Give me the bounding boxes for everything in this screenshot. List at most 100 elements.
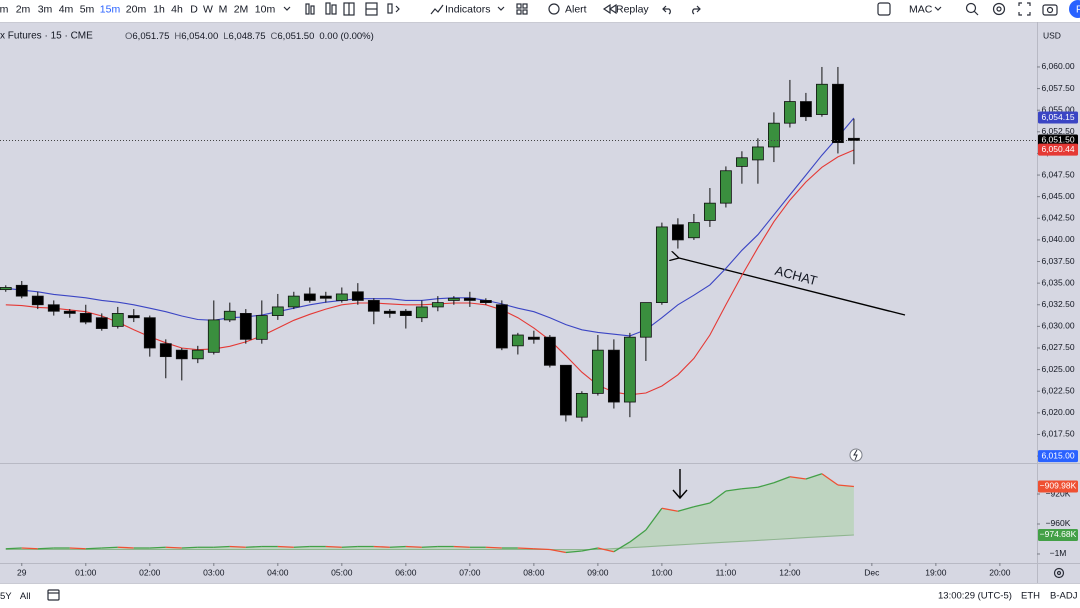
indicators-dropdown[interactable] (497, 6, 505, 11)
indicator-segment (485, 546, 502, 549)
interval-button[interactable]: 2M (234, 3, 249, 15)
ohlc-value: 6,048.75 (229, 31, 266, 42)
candle-body (223, 310, 236, 321)
redo-icon[interactable] (692, 5, 701, 15)
y-tick-label: −1M (1050, 548, 1067, 558)
price-badge (1038, 528, 1078, 541)
settings-icon[interactable] (992, 2, 1006, 16)
change: 0.00 (0.00%) (319, 31, 373, 42)
x-tick-label: 10:00 (651, 567, 673, 577)
indicator-segment (645, 507, 663, 531)
x-tick-label: 07:00 (459, 567, 481, 577)
interval-dropdown[interactable] (283, 6, 291, 11)
candle-body (479, 300, 492, 303)
indicators-button[interactable]: Indicators (445, 3, 491, 15)
interval-button[interactable]: 1h (153, 3, 165, 15)
candle-body (335, 293, 348, 301)
interval-button[interactable]: 3m (38, 3, 53, 15)
interval-button[interactable]: m (0, 3, 9, 15)
indicator-segment (373, 545, 390, 548)
indicator-segment (85, 547, 102, 550)
y-tick-label: 6,025.00 (1041, 364, 1074, 374)
x-tick-label: 03:00 (203, 567, 225, 577)
indicators-icon[interactable] (430, 4, 444, 15)
candle-body (463, 297, 476, 301)
indicator-segment (117, 546, 134, 549)
chart-style-buttons[interactable] (305, 2, 400, 16)
x-tick-label: 08:00 (523, 567, 545, 577)
indicator-segment (709, 490, 727, 504)
x-tick-label: 05:00 (331, 567, 353, 577)
indicator-segment (389, 545, 406, 548)
indicator-segment (613, 541, 631, 553)
interval-button[interactable]: W (203, 3, 213, 15)
replay-button[interactable]: Replay (616, 3, 649, 15)
interval-button[interactable]: 10m (255, 3, 276, 15)
interval-button[interactable]: 20m (126, 3, 147, 15)
avatar[interactable] (1069, 0, 1080, 18)
price-badge-label: −909.98K (1040, 481, 1077, 491)
undo-icon[interactable] (662, 5, 671, 15)
interval-button[interactable]: 4h (171, 3, 183, 15)
range-buttons: 5Y All (0, 591, 30, 602)
range-button[interactable]: 5Y (0, 591, 12, 602)
alert-button[interactable]: Alert (565, 3, 587, 15)
candle-body (191, 349, 204, 360)
y-tick-label: 6,020.00 (1041, 407, 1074, 417)
snapshot-icon[interactable] (1042, 4, 1058, 16)
x-tick-label: 29 (17, 567, 27, 577)
time-axis-settings[interactable] (1053, 567, 1065, 579)
session-button[interactable]: ETH (1021, 591, 1040, 602)
candle-body (559, 364, 572, 416)
ohlc-label: O (125, 31, 132, 42)
replay-icon[interactable] (602, 3, 617, 15)
interval-button[interactable]: D (190, 3, 198, 15)
y-tick-label: −920K (1046, 488, 1071, 498)
y-tick-label: 6,037.50 (1041, 256, 1074, 266)
interval-button[interactable]: 15m (100, 3, 121, 15)
candle-body (703, 202, 716, 221)
indicator-segment (565, 550, 582, 554)
fullscreen-icon[interactable] (1018, 2, 1031, 16)
goto-date-icon[interactable] (47, 589, 60, 601)
clock[interactable]: 13:00:29 (UTC-5) (938, 591, 1012, 602)
candle-body (159, 343, 172, 358)
arrow-drawing[interactable] (679, 258, 906, 316)
candle-body (31, 295, 44, 306)
layout-name[interactable]: MAC (909, 3, 933, 15)
indicator-segment (101, 546, 118, 549)
search-icon[interactable] (965, 2, 979, 16)
avatar-initial: P (1076, 5, 1080, 16)
layout-icon[interactable] (877, 2, 891, 16)
candle-body (784, 101, 796, 124)
x-tick-label: 02:00 (139, 567, 161, 577)
range-button[interactable]: All (20, 591, 31, 602)
ohlc-legend: O6,051.75 H6,054.00 L6,048.75 C6,051.50 0.00… (125, 31, 374, 42)
interval-button[interactable]: 5m (80, 3, 95, 15)
down-arrow-drawing[interactable] (672, 469, 688, 500)
x-tick-label: 09:00 (587, 567, 609, 577)
y-tick-label: 6,042.50 (1041, 213, 1074, 223)
toolbar (0, 0, 1080, 22)
y-tick-label: 6,022.50 (1041, 385, 1074, 395)
events-icon[interactable] (849, 448, 863, 462)
alert-icon[interactable] (548, 3, 560, 15)
currency[interactable]: USD (1043, 30, 1061, 40)
indicator-segment (773, 476, 791, 484)
candle-body (687, 222, 700, 239)
x-tick-label: 11:00 (716, 567, 737, 577)
interval-button[interactable]: 2m (16, 3, 31, 15)
candle-body (671, 224, 684, 241)
candle-body (319, 295, 332, 299)
price-badge-label: 6,050.44 (1041, 144, 1074, 154)
layout-dropdown[interactable] (934, 6, 942, 11)
adjustment-button[interactable]: B-ADJ (1050, 591, 1078, 602)
interval-button[interactable]: 4m (59, 3, 74, 15)
templates-icon[interactable] (516, 3, 528, 15)
indicator-segment (805, 473, 823, 480)
interval-button[interactable]: M (219, 3, 228, 15)
indicator-segment (69, 547, 86, 550)
candle-body (15, 284, 28, 297)
price-badge (1038, 111, 1078, 124)
y-tick-label: 6,060.00 (1041, 61, 1074, 71)
